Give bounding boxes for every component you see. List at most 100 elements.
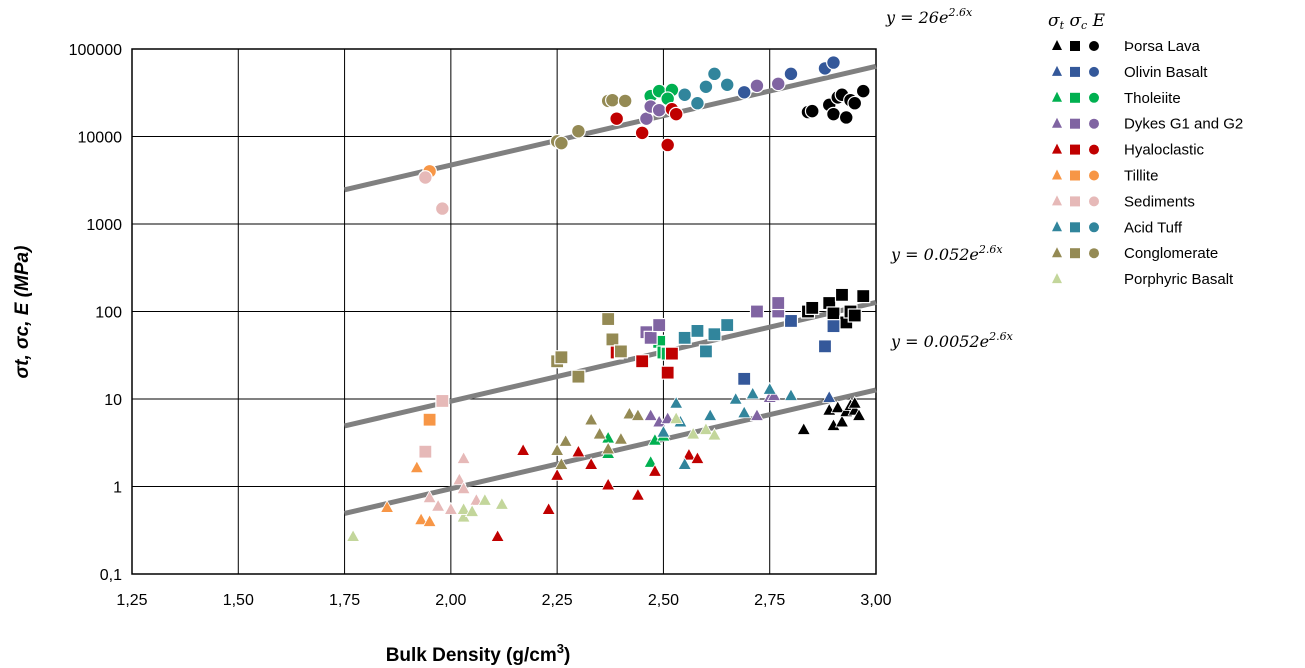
x-tick-label: 3,00 [860, 592, 891, 609]
tensile-point [600, 477, 616, 491]
x-axis-title: Bulk Density (g/cm3) [386, 641, 571, 666]
compressive-point [847, 308, 862, 323]
legend-header-part: t [1060, 19, 1065, 32]
legend-tensile-marker [1052, 65, 1062, 76]
compressive-point [677, 330, 692, 345]
modulus-point [847, 95, 863, 111]
equation-base: y = 26e [885, 8, 948, 27]
compressive-point [783, 313, 799, 329]
legend-label: Sediments [1124, 193, 1195, 210]
tensile-point [690, 450, 705, 464]
y-tick-label: 1 [113, 480, 122, 497]
tensile-point [583, 412, 599, 426]
tensile-point [600, 441, 616, 455]
legend-label: Conglomerate [1124, 245, 1218, 262]
modulus-point [651, 102, 667, 118]
legend-tensile-marker [1052, 40, 1062, 50]
modulus-point [855, 83, 871, 99]
tensile-point [456, 481, 471, 495]
legend-item: Þorsa Lava [1052, 38, 1201, 55]
tensile-point [456, 501, 471, 515]
equation-exponent: 2.6x [947, 6, 972, 19]
compressive-point [435, 393, 450, 409]
modulus-point [690, 95, 705, 111]
legend-modulus-marker [1089, 66, 1099, 77]
modulus-point [783, 66, 799, 82]
x-tick-label: 2,50 [648, 592, 679, 609]
legend-compressive-marker [1070, 41, 1080, 51]
tensile-point [630, 487, 646, 501]
y-axis-title: σt, σc, E (MPa) [12, 246, 33, 379]
legend-compressive-marker [1070, 118, 1080, 129]
tensile-point [409, 460, 425, 474]
compressive-point [643, 330, 658, 345]
grid [131, 48, 877, 575]
compressive-point [826, 319, 841, 334]
compressive-point [664, 346, 680, 361]
compressive-point [635, 354, 650, 369]
tensile-point [345, 528, 361, 542]
legend-item: Hyaloclastic [1052, 142, 1205, 159]
equation-base: y = 0.0052e [890, 332, 989, 351]
x-tick-label: 1,50 [223, 592, 254, 609]
tensile-point [677, 456, 692, 470]
legend-compressive-marker [1070, 170, 1080, 181]
compressive-point [652, 317, 667, 333]
legend-header-part: c [1081, 19, 1087, 32]
legend-compressive-marker [1070, 66, 1080, 77]
compressive-point [707, 327, 722, 342]
modulus-point [838, 110, 854, 125]
trendline-equation: y = 26e2.6x [885, 6, 973, 27]
tensile-point [490, 528, 505, 542]
legend-tensile-marker [1052, 143, 1062, 154]
tensile-point [554, 456, 569, 470]
tensile-point [749, 408, 765, 421]
modulus-point [719, 77, 735, 93]
modulus-point [804, 103, 820, 119]
compressive-point [422, 412, 437, 427]
legend-header: σt σc E [1048, 11, 1106, 32]
compressive-point [749, 304, 765, 319]
compressive-point [834, 287, 850, 302]
x-axis-title-main: Bulk Density (g/cm [386, 645, 557, 666]
legend-tensile-marker [1052, 117, 1062, 128]
modulus-point [698, 79, 714, 95]
modulus-point [634, 125, 650, 141]
legend-label: Porphyric Basalt [1124, 271, 1234, 288]
tensile-point [686, 426, 701, 440]
tensile-point [707, 427, 722, 441]
tensile-point [413, 512, 429, 526]
modulus-point [434, 201, 450, 216]
modulus-point [609, 111, 625, 127]
tensile-point [796, 422, 811, 435]
legend-modulus-marker [1089, 222, 1099, 233]
x-tick-label: 2,25 [542, 592, 573, 609]
legend-item: Acid Tuff [1052, 219, 1183, 236]
modulus-point [707, 66, 722, 82]
legend-modulus-marker [1089, 170, 1099, 181]
compressive-point [826, 306, 841, 321]
legend-label: Þorsa Lava [1124, 38, 1201, 55]
tensile-point [822, 389, 837, 403]
y-tick-label: 10 [104, 392, 122, 409]
tensile-point [494, 496, 510, 510]
legend-tensile-marker [1052, 221, 1062, 232]
modulus-point [770, 76, 786, 92]
tensile-point [698, 422, 714, 435]
tensile-point [422, 513, 437, 527]
legend-tensile-marker [1052, 273, 1062, 284]
legend-compressive-marker [1070, 144, 1080, 155]
legend-header-part: σ [1069, 11, 1081, 31]
tensile-point [745, 386, 760, 400]
compressive-point [720, 317, 735, 333]
modulus-point [417, 170, 433, 185]
legend-label: Dykes G1 and G2 [1124, 116, 1243, 133]
compressive-point [613, 344, 629, 359]
legend-label: Tillite [1124, 168, 1158, 185]
tensile-point [430, 498, 446, 512]
tensile-point [452, 472, 467, 486]
modulus-point [617, 93, 633, 109]
tensile-point [549, 467, 565, 481]
